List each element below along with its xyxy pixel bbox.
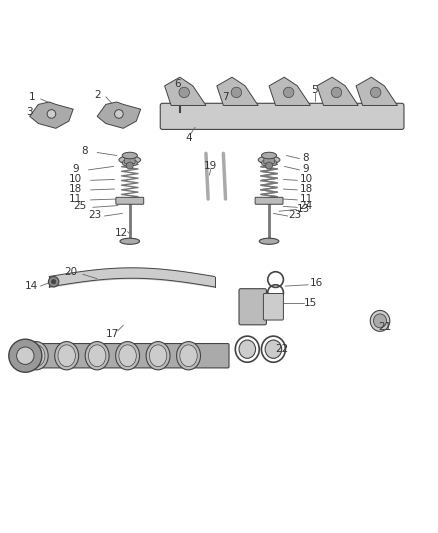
Text: 15: 15 [304,298,317,309]
FancyBboxPatch shape [18,344,229,368]
Ellipse shape [374,314,387,328]
Polygon shape [317,77,358,106]
Ellipse shape [261,152,277,159]
Circle shape [17,347,34,365]
Ellipse shape [119,345,136,367]
Text: 13: 13 [297,204,311,214]
Text: 6: 6 [174,79,181,88]
Text: 19: 19 [204,161,217,172]
Circle shape [48,277,59,287]
Text: 8: 8 [303,152,309,163]
Text: 11: 11 [300,194,313,204]
Text: 23: 23 [289,210,302,220]
Text: 1: 1 [28,92,35,102]
FancyBboxPatch shape [263,294,283,320]
Polygon shape [269,77,311,106]
FancyBboxPatch shape [239,289,266,325]
Ellipse shape [116,342,140,370]
Ellipse shape [122,160,129,166]
Circle shape [179,87,189,98]
Text: 12: 12 [114,228,128,238]
Ellipse shape [122,152,138,159]
Text: 21: 21 [378,322,391,333]
Text: 17: 17 [106,329,119,339]
Text: 22: 22 [276,344,289,354]
Circle shape [47,110,56,118]
Ellipse shape [120,238,140,244]
Text: 24: 24 [300,201,313,212]
Ellipse shape [239,340,255,358]
Polygon shape [97,102,141,128]
Circle shape [331,87,342,98]
Polygon shape [165,77,206,106]
Ellipse shape [258,156,280,164]
Text: 23: 23 [88,210,102,220]
FancyBboxPatch shape [116,197,144,204]
Ellipse shape [259,238,279,244]
Ellipse shape [265,340,282,358]
Circle shape [283,87,294,98]
Ellipse shape [28,345,45,367]
Ellipse shape [149,345,167,367]
Ellipse shape [58,345,75,367]
Ellipse shape [119,156,141,164]
Text: 25: 25 [73,201,86,212]
Ellipse shape [180,345,197,367]
Ellipse shape [24,342,48,370]
Text: 20: 20 [64,266,78,277]
Text: 14: 14 [25,281,39,291]
Text: 2: 2 [94,90,100,100]
Polygon shape [356,77,397,106]
Ellipse shape [270,160,277,166]
Ellipse shape [370,310,390,332]
Circle shape [126,162,133,169]
Circle shape [51,279,56,284]
FancyBboxPatch shape [124,156,135,163]
Ellipse shape [85,342,109,370]
Text: 3: 3 [26,107,33,117]
Text: 11: 11 [69,194,82,204]
Ellipse shape [146,342,170,370]
Circle shape [371,87,381,98]
Text: 7: 7 [222,92,229,102]
Ellipse shape [177,342,201,370]
Text: 18: 18 [300,184,313,194]
Text: 4: 4 [185,133,192,143]
Text: 9: 9 [303,164,309,174]
Text: 9: 9 [72,164,79,174]
Circle shape [265,162,272,169]
Ellipse shape [88,345,106,367]
Ellipse shape [55,342,79,370]
Circle shape [9,339,42,372]
Text: 5: 5 [311,85,318,95]
Circle shape [115,110,123,118]
Ellipse shape [261,160,268,166]
Ellipse shape [131,160,138,166]
Circle shape [231,87,242,98]
Polygon shape [217,77,258,106]
Text: 10: 10 [300,174,313,184]
FancyBboxPatch shape [255,197,283,204]
Text: 10: 10 [69,174,82,184]
Text: 8: 8 [81,146,88,156]
Text: 16: 16 [310,278,324,288]
Text: 18: 18 [69,184,82,194]
FancyBboxPatch shape [160,103,404,130]
FancyBboxPatch shape [264,156,274,163]
Polygon shape [30,102,73,128]
